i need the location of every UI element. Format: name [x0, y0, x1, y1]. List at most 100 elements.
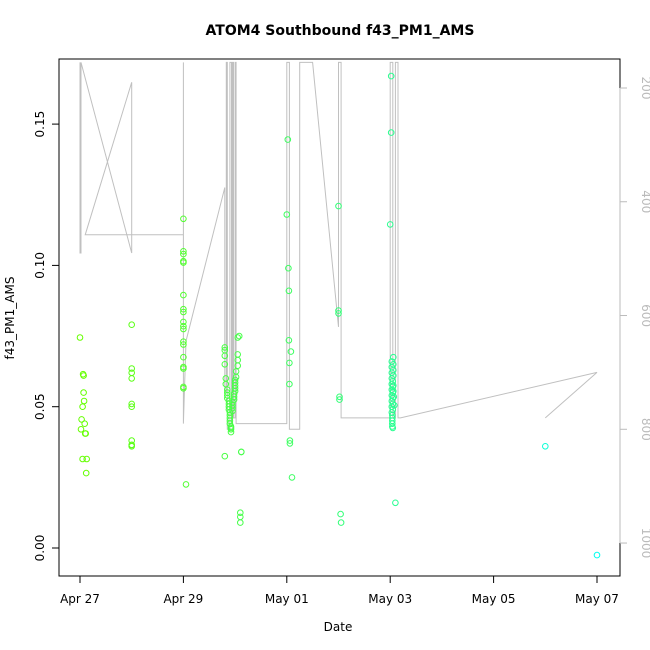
- data-point: [391, 402, 398, 409]
- data-point: [221, 361, 229, 368]
- x-axis: Apr 27 Apr 29 May 01 May 03 May 05 May 07: [60, 575, 619, 606]
- data-point: [180, 385, 187, 392]
- data-point: [232, 368, 240, 375]
- data-point: [285, 264, 292, 272]
- data-point: [81, 420, 88, 428]
- data-point: [390, 353, 397, 361]
- data-point: [180, 338, 187, 346]
- x-tick-label: May 01: [265, 592, 309, 606]
- data-point: [389, 420, 396, 428]
- y-tick-label: 0.05: [33, 393, 47, 420]
- data-point: [593, 551, 601, 559]
- data-point: [77, 426, 85, 433]
- data-point: [386, 221, 394, 228]
- data-point: [235, 332, 243, 340]
- data-point: [238, 448, 245, 456]
- data-point: [285, 337, 293, 344]
- data-point: [387, 72, 395, 80]
- data-point: [79, 403, 86, 411]
- data-point: [82, 469, 90, 477]
- data-point: [392, 499, 399, 507]
- data-point: [182, 481, 190, 488]
- data-point: [80, 397, 88, 405]
- right-tick-label: 200: [639, 77, 650, 100]
- x-tick-label: Apr 29: [163, 592, 203, 606]
- data-point: [180, 248, 187, 255]
- data-point: [287, 348, 295, 355]
- plot-area: [58, 58, 621, 577]
- data-point: [180, 322, 187, 330]
- data-point: [180, 365, 187, 372]
- data-point: [286, 437, 294, 444]
- data-point: [128, 400, 135, 408]
- data-point: [336, 396, 343, 403]
- data-point: [229, 402, 236, 409]
- data-point: [335, 310, 342, 317]
- x-tick-label: May 05: [472, 592, 516, 606]
- data-point: [180, 250, 187, 258]
- data-point: [180, 308, 187, 316]
- data-point: [221, 344, 229, 351]
- data-point: [79, 455, 86, 463]
- data-point: [286, 440, 294, 447]
- line-series-layer: [79, 61, 598, 430]
- data-point: [335, 307, 342, 314]
- data-point: [288, 474, 296, 481]
- data-point: [335, 202, 342, 210]
- data-point: [237, 509, 244, 517]
- data-point: [234, 351, 241, 358]
- y-tick-label: 0.15: [33, 111, 47, 138]
- data-point: [80, 389, 87, 396]
- data-point: [180, 305, 187, 313]
- data-point: [180, 291, 187, 299]
- data-point: [231, 376, 239, 384]
- data-point: [387, 129, 395, 136]
- right-tick-label: 1000: [639, 528, 650, 559]
- data-point: [336, 393, 343, 401]
- data-point: [542, 443, 549, 450]
- data-point: [237, 519, 244, 526]
- points-layer: [76, 72, 601, 559]
- data-point: [128, 441, 135, 449]
- y-tick-label: 0.10: [33, 252, 47, 279]
- data-point: [180, 341, 187, 348]
- data-point: [128, 403, 135, 411]
- data-point: [337, 510, 344, 518]
- data-point: [390, 393, 398, 401]
- right-axis: 200 400 600 800 1000: [619, 77, 650, 559]
- data-point: [180, 353, 187, 361]
- data-point: [237, 513, 244, 521]
- right-tick-label: 600: [639, 304, 650, 327]
- data-point: [337, 519, 345, 526]
- right-tick-label: 400: [639, 190, 650, 213]
- x-axis-label: Date: [324, 620, 353, 634]
- data-point: [78, 416, 85, 423]
- data-point: [76, 334, 84, 341]
- x-tick-label: May 03: [368, 592, 412, 606]
- y-axis: 0.00 0.05 0.10 0.15: [33, 111, 60, 562]
- data-point: [180, 325, 187, 333]
- data-point: [234, 334, 241, 341]
- data-point: [80, 372, 87, 379]
- data-point: [227, 426, 235, 433]
- y-axis-label: f43_PM1_AMS: [3, 277, 17, 360]
- data-point: [284, 136, 292, 143]
- data-point: [83, 455, 90, 463]
- data-point: [128, 375, 135, 382]
- y-tick-label: 0.00: [33, 535, 47, 562]
- data-point: [227, 428, 235, 436]
- data-point: [221, 452, 229, 460]
- data-point: [389, 424, 397, 432]
- data-point: [180, 318, 187, 326]
- data-point: [180, 259, 187, 266]
- x-tick-label: May 07: [575, 592, 619, 606]
- grey-line-series: [79, 61, 598, 430]
- data-point: [285, 287, 293, 295]
- data-point: [286, 359, 293, 367]
- data-point: [390, 361, 397, 368]
- right-tick-label: 800: [639, 418, 650, 441]
- data-point: [286, 380, 293, 388]
- data-point: [221, 352, 229, 360]
- chart-title: ATOM4 Southbound f43_PM1_AMS: [206, 23, 475, 39]
